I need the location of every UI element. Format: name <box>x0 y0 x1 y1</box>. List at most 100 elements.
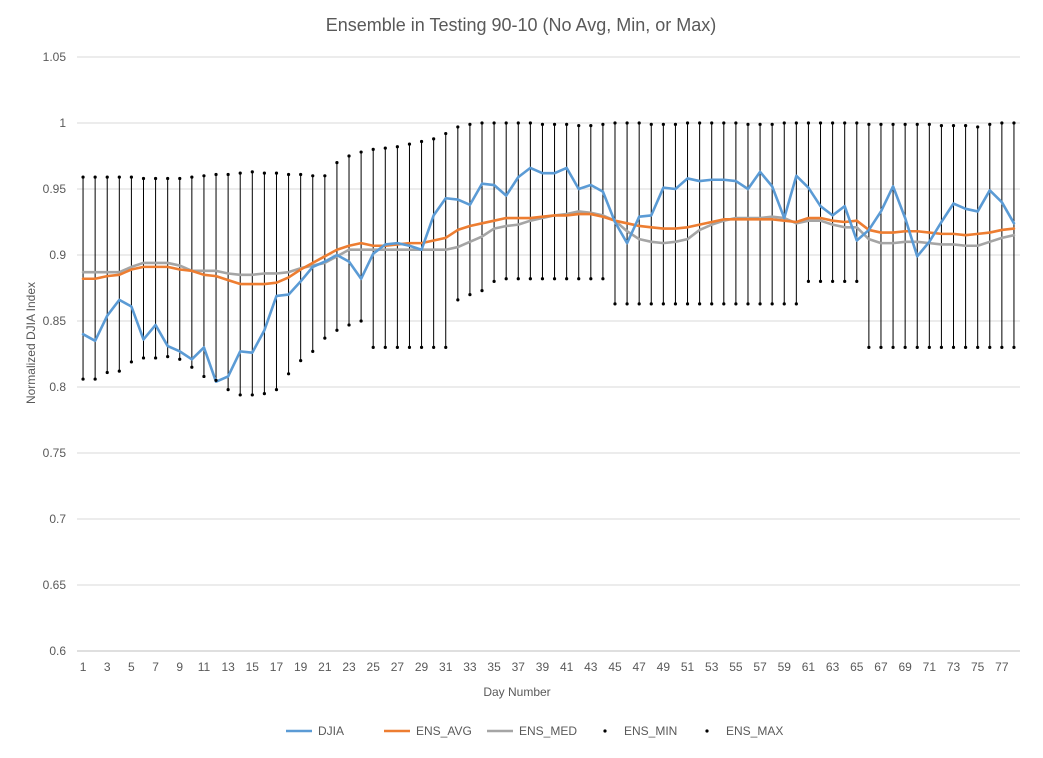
marker-ens-min <box>166 355 170 359</box>
marker-ens-min <box>939 345 944 349</box>
marker-ens-max <box>117 175 121 179</box>
marker-ens-max <box>274 171 279 175</box>
marker-ens-max <box>516 121 520 125</box>
marker-ens-max <box>818 121 823 125</box>
x-tick-label: 21 <box>318 660 332 674</box>
marker-ens-max <box>565 122 569 126</box>
x-tick-label: 15 <box>246 660 260 674</box>
marker-ens-max <box>649 122 653 126</box>
marker-ens-max <box>347 154 351 158</box>
marker-ens-max <box>311 174 315 178</box>
x-tick-label: 47 <box>632 660 646 674</box>
marker-ens-max <box>419 139 424 144</box>
x-tick-label: 61 <box>802 660 816 674</box>
marker-ens-max <box>432 137 436 141</box>
marker-ens-max <box>927 122 931 126</box>
marker-ens-min <box>190 365 194 369</box>
marker-ens-max <box>552 122 557 126</box>
x-tick-label: 63 <box>826 660 840 674</box>
marker-ens-max <box>190 175 194 179</box>
marker-ens-min <box>903 345 907 349</box>
marker-ens-max <box>855 121 859 125</box>
marker-ens-min <box>516 277 520 281</box>
x-tick-label: 75 <box>971 660 985 674</box>
marker-ens-min <box>226 388 230 392</box>
marker-ens-max <box>1000 121 1004 125</box>
y-tick-label: 0.75 <box>43 446 67 460</box>
marker-ens-min <box>927 345 931 349</box>
y-tick-label: 0.85 <box>43 314 67 328</box>
marker-ens-max <box>371 147 375 151</box>
marker-ens-min <box>1012 345 1016 349</box>
marker-ens-min <box>698 302 702 306</box>
marker-ens-min <box>782 302 786 306</box>
y-tick-label: 1.05 <box>43 50 67 64</box>
marker-ens-min <box>540 277 545 281</box>
marker-ens-max <box>214 172 218 177</box>
marker-ens-min <box>794 302 798 306</box>
marker-ens-max <box>129 175 134 179</box>
gridlines <box>77 56 1020 652</box>
series-line-ens-avg <box>81 212 1016 286</box>
marker-ens-min <box>552 277 557 281</box>
y-tick-label: 0.6 <box>49 644 66 658</box>
marker-ens-max <box>105 175 109 179</box>
marker-ens-max <box>504 121 508 125</box>
marker-ens-max <box>589 124 593 128</box>
legend-label: DJIA <box>318 724 344 738</box>
marker-ens-min <box>673 302 678 306</box>
high-low-lines <box>82 123 1015 395</box>
x-tick-label: 19 <box>294 660 308 674</box>
marker-ens-max <box>734 121 738 125</box>
marker-ens-min <box>395 345 399 349</box>
marker-ens-min <box>613 302 617 306</box>
series-line-djia <box>81 166 1016 384</box>
marker-ens-min <box>528 277 532 281</box>
marker-ens-max <box>141 176 146 181</box>
x-tick-label: 3 <box>104 660 111 674</box>
x-tick-label: 9 <box>176 660 183 674</box>
marker-ens-min <box>383 345 387 349</box>
marker-ens-max <box>673 122 678 126</box>
legend: DJIA ENS_AVG ENS_MED ENS_MIN ENS_MAX <box>286 724 783 738</box>
x-tick-label: 35 <box>487 660 501 674</box>
marker-ens-max <box>250 170 254 174</box>
marker-ens-min <box>734 302 738 306</box>
x-tick-label: 11 <box>198 660 211 674</box>
marker-ens-max <box>782 121 786 125</box>
marker-ens-min <box>963 345 968 349</box>
marker-ens-max <box>758 122 762 126</box>
marker-ens-max <box>770 122 774 126</box>
marker-ens-max <box>323 174 327 178</box>
x-tick-label: 31 <box>439 660 453 674</box>
marker-ens-min <box>262 392 266 396</box>
marker-ens-min <box>153 356 158 360</box>
marker-ens-max <box>963 124 968 128</box>
marker-ens-min <box>274 388 279 392</box>
marker-ens-max <box>577 124 581 128</box>
y-tick-label: 0.8 <box>49 380 66 394</box>
marker-ens-min <box>855 279 859 283</box>
x-tick-label: 49 <box>657 660 671 674</box>
marker-ens-min <box>456 298 460 302</box>
y-axis-ticks: 0.6 0.65 0.7 0.75 0.8 0.85 0.9 0.95 1 1.05 <box>43 50 67 658</box>
x-tick-label: 73 <box>947 660 961 674</box>
marker-ens-min <box>770 302 774 306</box>
legend-label: ENS_MED <box>519 724 577 738</box>
marker-ens-max <box>153 176 158 181</box>
x-tick-label: 51 <box>681 660 695 674</box>
marker-ens-min <box>214 378 218 382</box>
marker-ens-min <box>589 277 593 281</box>
y-tick-label: 0.65 <box>43 578 67 592</box>
chart-title: Ensemble in Testing 90-10 (No Avg, Min, … <box>326 15 717 35</box>
x-tick-label: 27 <box>391 660 405 674</box>
marker-ens-min <box>359 319 363 323</box>
legend-swatch <box>603 729 607 733</box>
marker-ens-min <box>129 360 134 364</box>
marker-ens-min <box>419 345 424 349</box>
marker-ens-max <box>685 121 690 125</box>
marker-ens-min <box>831 279 835 283</box>
marker-ens-max <box>93 175 97 179</box>
marker-ens-max <box>794 121 798 125</box>
